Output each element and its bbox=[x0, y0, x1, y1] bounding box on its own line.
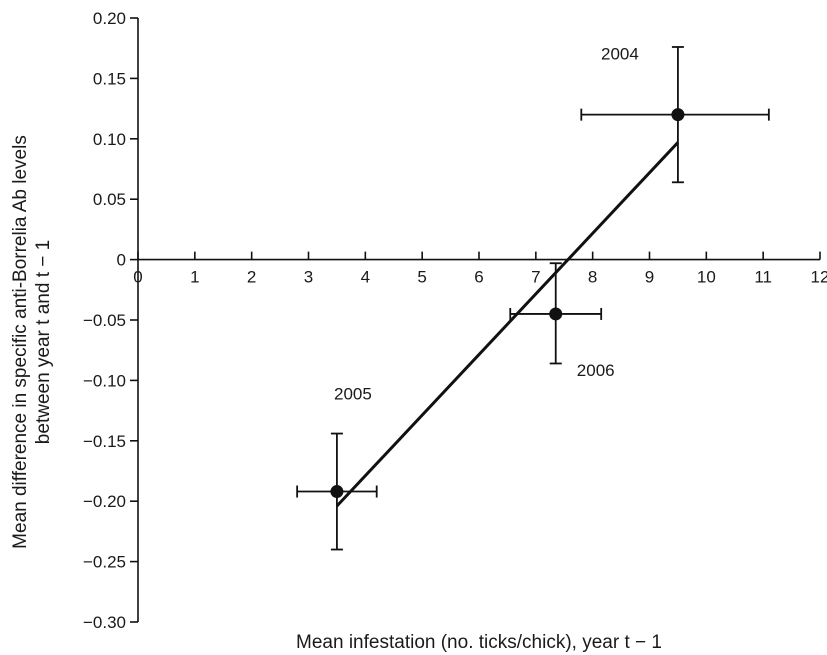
x-tick-label: 12 bbox=[811, 268, 827, 287]
x-tick-label: 8 bbox=[588, 268, 597, 287]
y-tick-label: −0.30 bbox=[83, 613, 126, 632]
x-tick-label: 11 bbox=[754, 268, 772, 287]
data-point-2005 bbox=[330, 485, 344, 499]
y-tick-label: −0.15 bbox=[83, 432, 126, 451]
data-point-2006 bbox=[549, 307, 563, 321]
x-tick-label: 5 bbox=[417, 268, 426, 287]
y-axis-label: Mean difference in specific anti-Borreli… bbox=[10, 135, 31, 549]
y-tick-label: 0.10 bbox=[93, 130, 126, 149]
x-tick-label: 0 bbox=[133, 268, 142, 287]
x-tick-label: 2 bbox=[247, 268, 256, 287]
x-tick-label: 6 bbox=[474, 268, 483, 287]
data-point-2004 bbox=[671, 108, 685, 122]
x-axis-label: Mean infestation (no. ticks/chick), year… bbox=[296, 632, 662, 653]
y-tick-label: 0.05 bbox=[93, 190, 126, 209]
x-tick-label: 1 bbox=[190, 268, 199, 287]
y-tick-label: 0.20 bbox=[93, 9, 126, 28]
y-axis-label-line-2: between year t and t − 1 bbox=[33, 240, 54, 444]
y-tick-label: −0.10 bbox=[83, 371, 126, 390]
x-tick-label: 10 bbox=[697, 268, 716, 287]
y-tick-label: −0.25 bbox=[83, 553, 126, 572]
x-tick-label: 4 bbox=[361, 268, 370, 287]
x-tick-label: 7 bbox=[531, 268, 540, 287]
y-tick-label: 0 bbox=[117, 251, 126, 270]
point-label-2005: 2005 bbox=[334, 385, 372, 404]
axes: 0.20 0.15 0.10 0.05 0 −0.05 −0.10 −0.15 −0.20 −0.… bbox=[83, 9, 827, 632]
point-annotations: 2004 2006 2005 bbox=[334, 45, 639, 404]
data-points bbox=[330, 108, 685, 499]
regression-line bbox=[335, 141, 680, 508]
y-tick-label: −0.20 bbox=[83, 492, 126, 511]
point-label-2006: 2006 bbox=[577, 361, 615, 380]
point-label-2004: 2004 bbox=[601, 45, 639, 64]
y-tick-label: 0.15 bbox=[93, 69, 126, 88]
x-tick-label: 3 bbox=[304, 268, 313, 287]
regression-line-group bbox=[335, 141, 680, 508]
y-tick-label: −0.05 bbox=[83, 311, 126, 330]
x-tick-label: 9 bbox=[645, 268, 654, 287]
